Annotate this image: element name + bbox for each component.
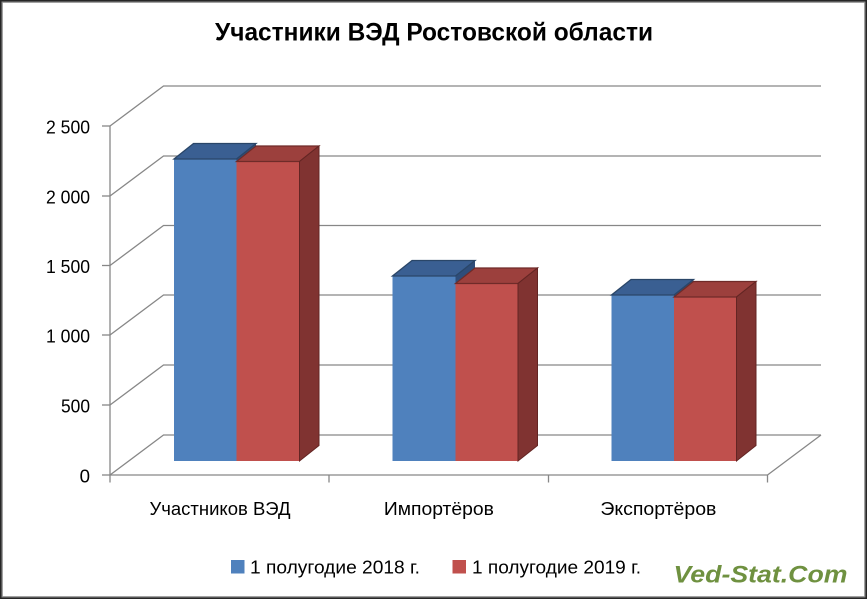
svg-text:1 000: 1 000: [46, 325, 90, 346]
svg-text:Импортёров: Импортёров: [384, 498, 494, 519]
svg-text:2 500: 2 500: [46, 116, 90, 137]
svg-text:Экспортёров: Экспортёров: [600, 498, 716, 519]
svg-text:0: 0: [80, 465, 90, 486]
svg-text:2 000: 2 000: [46, 186, 90, 207]
svg-text:Ved-Stat.Com: Ved-Stat.Com: [674, 561, 848, 588]
svg-text:500: 500: [61, 395, 90, 416]
svg-text:Участников ВЭД: Участников ВЭД: [150, 498, 291, 519]
svg-text:1 500: 1 500: [46, 256, 90, 277]
svg-text:1 полугодие 2019 г.: 1 полугодие 2019 г.: [472, 557, 641, 578]
svg-text:1 полугодие 2018 г.: 1 полугодие 2018 г.: [250, 557, 420, 578]
svg-text:Участники ВЭД Ростовской облас: Участники ВЭД Ростовской области: [215, 19, 653, 47]
